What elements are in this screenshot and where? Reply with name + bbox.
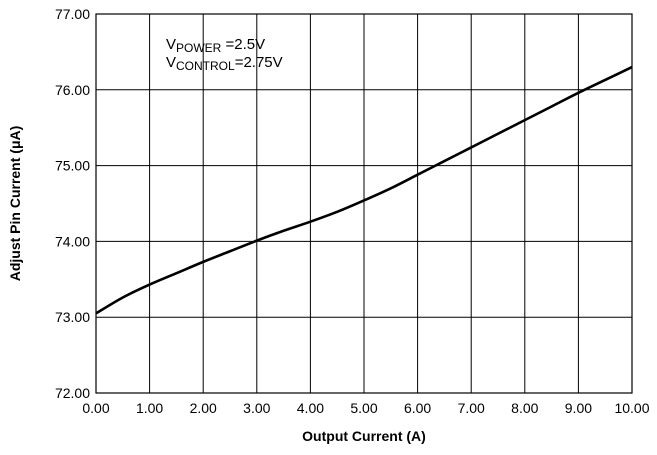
y-tick-label: 77.00 bbox=[55, 6, 90, 22]
x-tick-label: 2.00 bbox=[190, 400, 217, 416]
x-tick-label: 5.00 bbox=[350, 400, 377, 416]
x-tick-label: 8.00 bbox=[511, 400, 538, 416]
annotation-line: VPOWER =2.5V bbox=[166, 36, 265, 55]
data-series bbox=[95, 65, 633, 315]
x-tick-label: 3.00 bbox=[243, 400, 270, 416]
x-tick-label: 6.00 bbox=[404, 400, 431, 416]
x-tick-labels: 0.00 1.00 2.00 3.00 4.00 5.00 6.00 7.00 8.00 9.00… bbox=[82, 400, 649, 416]
x-tick-label: 10.00 bbox=[614, 400, 649, 416]
annotation-line: VCONTROL=2.75V bbox=[166, 54, 283, 73]
x-axis-label: Output Current (A) bbox=[302, 428, 426, 444]
y-tick-label: 74.00 bbox=[55, 233, 90, 249]
y-axis-label: Adjust Pin Current (μA) bbox=[7, 126, 23, 282]
x-tick-label: 1.00 bbox=[136, 400, 163, 416]
y-tick-label: 76.00 bbox=[55, 82, 90, 98]
y-tick-label: 73.00 bbox=[55, 309, 90, 325]
x-tick-label: 0.00 bbox=[82, 400, 109, 416]
y-tick-label: 72.00 bbox=[55, 385, 90, 401]
x-tick-label: 9.00 bbox=[565, 400, 592, 416]
y-tick-label: 75.00 bbox=[55, 158, 90, 174]
series-line bbox=[95, 65, 633, 315]
x-tick-label: 4.00 bbox=[297, 400, 324, 416]
x-tick-label: 7.00 bbox=[458, 400, 485, 416]
y-tick-labels: 72.00 73.00 74.00 75.00 76.00 77.00 bbox=[55, 6, 90, 401]
plot-frame bbox=[95, 13, 633, 394]
